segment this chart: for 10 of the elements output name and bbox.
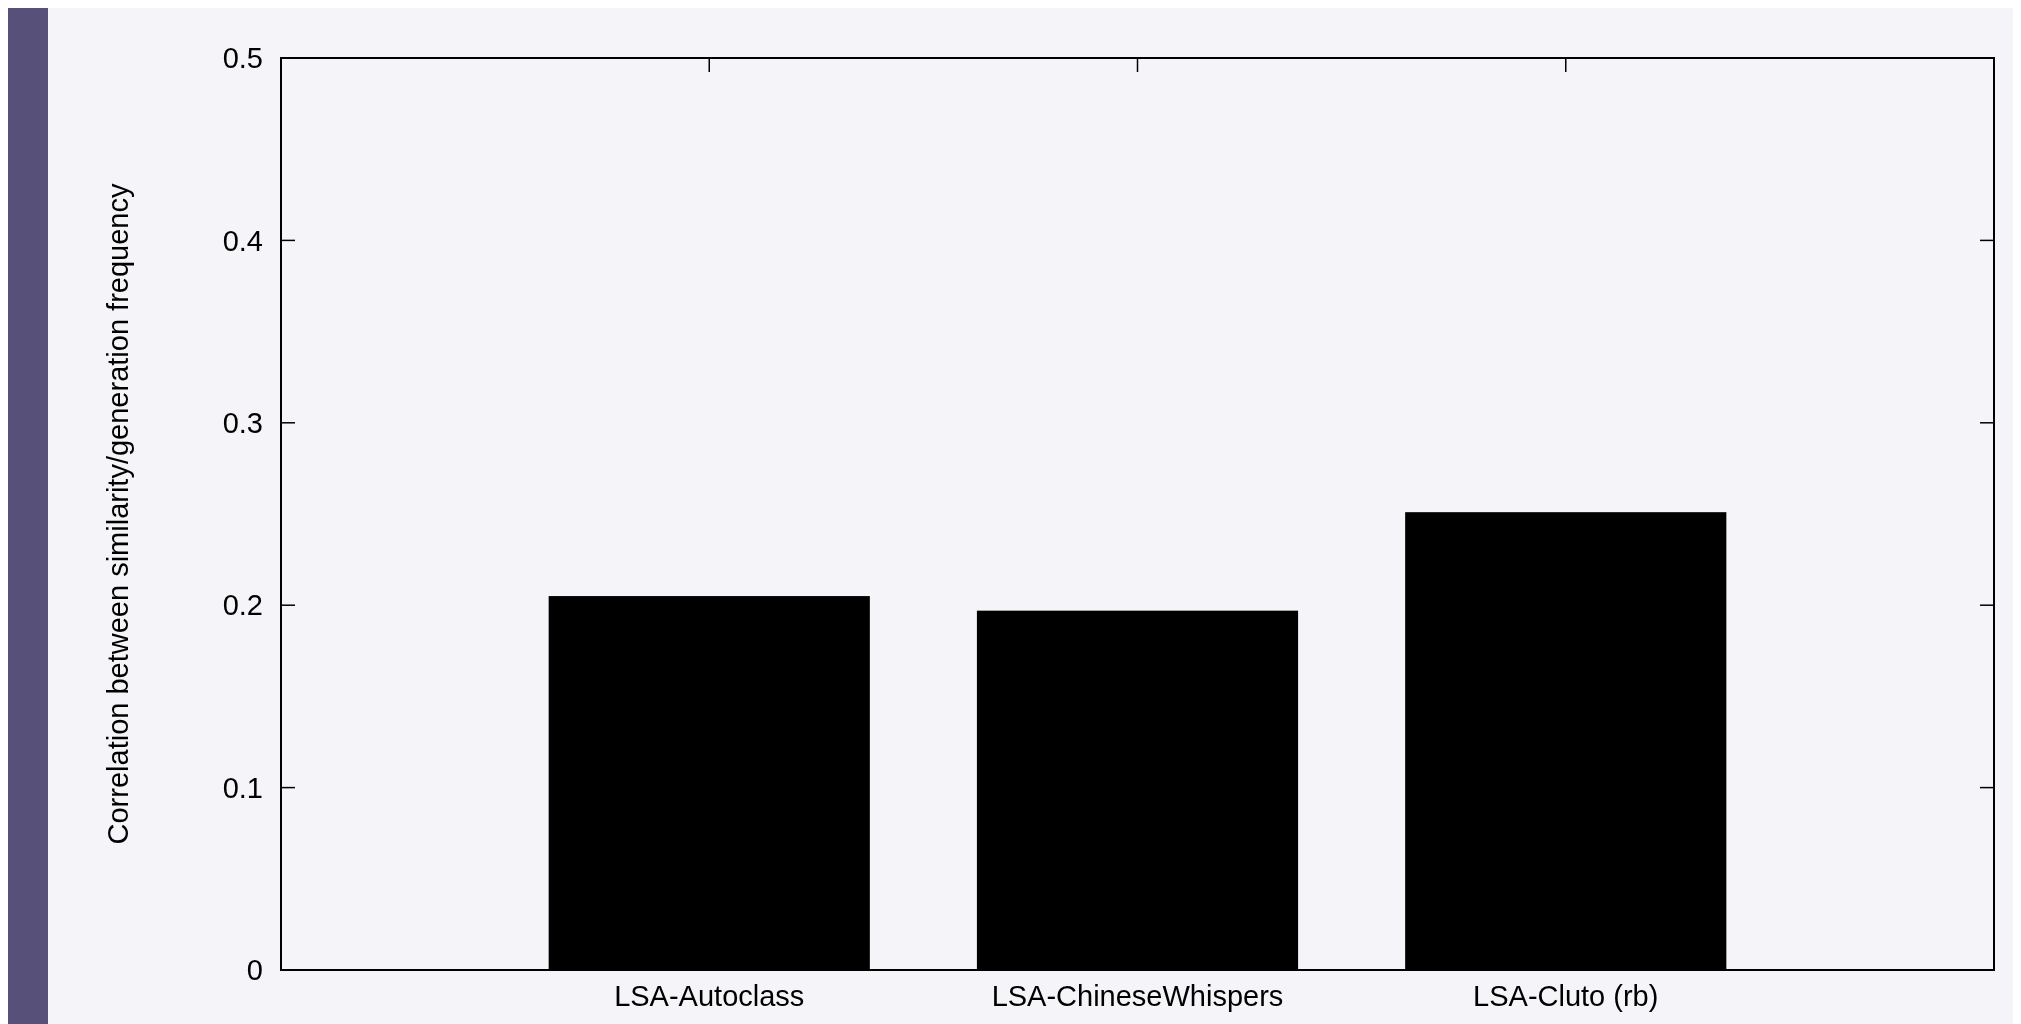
y-tick-label: 0.5 [222, 42, 263, 75]
x-tick-label: LSA-Autoclass [614, 980, 805, 1012]
x-tick-label: LSA-ChineseWhispers [991, 980, 1284, 1012]
y-tick-label: 0 [246, 954, 263, 987]
y-tick-label: 0.2 [222, 589, 263, 622]
y-tick-label: 0.1 [222, 771, 263, 804]
y-tick-label: 0.4 [222, 224, 263, 257]
x-tick-label: LSA-Cluto (rb) [1473, 980, 1659, 1012]
y-axis-title: Correlation between similarity/generation frequency [102, 183, 134, 845]
y-tick-label: 0.3 [222, 406, 263, 439]
